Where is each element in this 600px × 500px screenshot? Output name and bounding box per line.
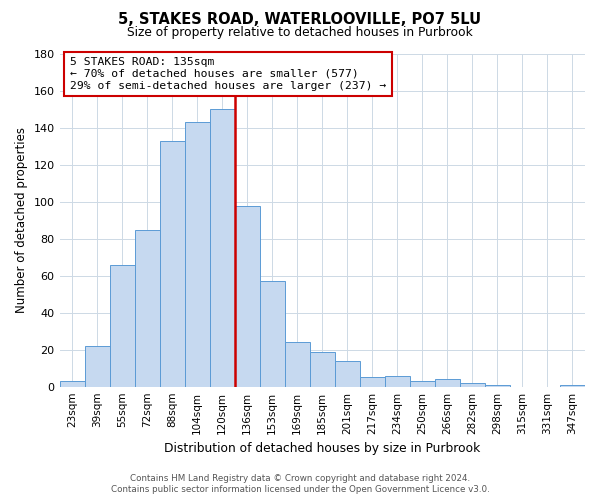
Bar — [460, 383, 485, 386]
Bar — [160, 141, 185, 386]
Bar — [285, 342, 310, 386]
Y-axis label: Number of detached properties: Number of detached properties — [15, 128, 28, 314]
Bar — [485, 385, 510, 386]
Bar — [560, 385, 585, 386]
Bar — [310, 352, 335, 386]
Bar — [134, 230, 160, 386]
Bar — [410, 381, 435, 386]
Text: 5, STAKES ROAD, WATERLOOVILLE, PO7 5LU: 5, STAKES ROAD, WATERLOOVILLE, PO7 5LU — [118, 12, 482, 28]
Text: Contains HM Land Registry data © Crown copyright and database right 2024.
Contai: Contains HM Land Registry data © Crown c… — [110, 474, 490, 494]
X-axis label: Distribution of detached houses by size in Purbrook: Distribution of detached houses by size … — [164, 442, 481, 455]
Bar — [335, 361, 360, 386]
Bar — [360, 378, 385, 386]
Text: 5 STAKES ROAD: 135sqm
← 70% of detached houses are smaller (577)
29% of semi-det: 5 STAKES ROAD: 135sqm ← 70% of detached … — [70, 58, 386, 90]
Bar — [185, 122, 209, 386]
Bar — [209, 110, 235, 386]
Bar — [435, 380, 460, 386]
Bar — [235, 206, 260, 386]
Bar — [110, 264, 134, 386]
Bar — [385, 376, 410, 386]
Text: Size of property relative to detached houses in Purbrook: Size of property relative to detached ho… — [127, 26, 473, 39]
Bar — [59, 381, 85, 386]
Bar — [85, 346, 110, 387]
Bar — [260, 282, 285, 387]
